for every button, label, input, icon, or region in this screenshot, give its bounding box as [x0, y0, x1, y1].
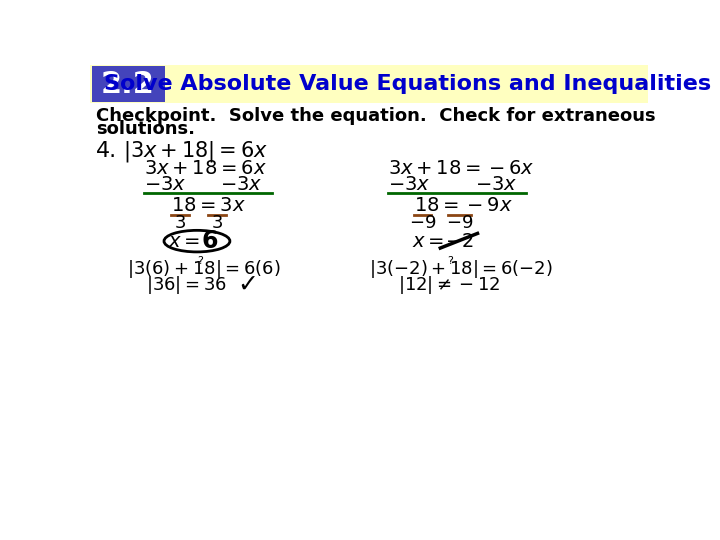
Text: $\mathbf{6}$: $\mathbf{6}$	[201, 229, 218, 253]
Text: $|3(-2)+18|=6(-2)$: $|3(-2)+18|=6(-2)$	[369, 258, 553, 280]
Bar	[90, 65, 648, 103]
Text: 4.: 4.	[96, 141, 117, 161]
Text: $-3x$: $-3x$	[220, 176, 263, 194]
Text: $|3(6)+18|=6(6)$: $|3(6)+18|=6(6)$	[127, 258, 281, 280]
Text: $x = $: $x = $	[412, 232, 444, 251]
Text: $?$: $?$	[197, 254, 204, 266]
Text: $-3x$: $-3x$	[388, 176, 431, 194]
Text: $x = $: $x = $	[168, 232, 199, 251]
Bar	[91, 66, 165, 102]
Text: $-2$: $-2$	[445, 232, 474, 251]
Text: $|12| \neq -12$: $|12| \neq -12$	[398, 274, 501, 296]
Text: $3$: $3$	[174, 214, 186, 232]
Text: Checkpoint.  Solve the equation.  Check for extraneous: Checkpoint. Solve the equation. Check fo…	[96, 106, 656, 125]
Text: Solve Absolute Value Equations and Inequalities: Solve Absolute Value Equations and Inequ…	[104, 74, 711, 94]
Text: $3x+18 = -6x$: $3x+18 = -6x$	[388, 159, 535, 178]
Text: $18 = -9x$: $18 = -9x$	[414, 196, 513, 215]
Text: $18 = 3x$: $18 = 3x$	[171, 196, 246, 215]
Text: ✓: ✓	[238, 273, 258, 297]
Text: $|3x+18| = 6x$: $|3x+18| = 6x$	[122, 139, 268, 164]
Text: $-3x$: $-3x$	[475, 176, 518, 194]
Text: $-9$: $-9$	[409, 214, 436, 232]
Text: $|36| = 36$: $|36| = 36$	[145, 274, 227, 296]
Text: $3x+18 = 6x$: $3x+18 = 6x$	[144, 159, 267, 178]
Text: $-9$: $-9$	[446, 214, 473, 232]
Text: $-3x$: $-3x$	[144, 176, 186, 194]
Text: 2.2: 2.2	[101, 70, 155, 98]
Text: $3$: $3$	[211, 214, 223, 232]
Text: solutions.: solutions.	[96, 120, 195, 138]
Text: $?$: $?$	[447, 254, 454, 266]
